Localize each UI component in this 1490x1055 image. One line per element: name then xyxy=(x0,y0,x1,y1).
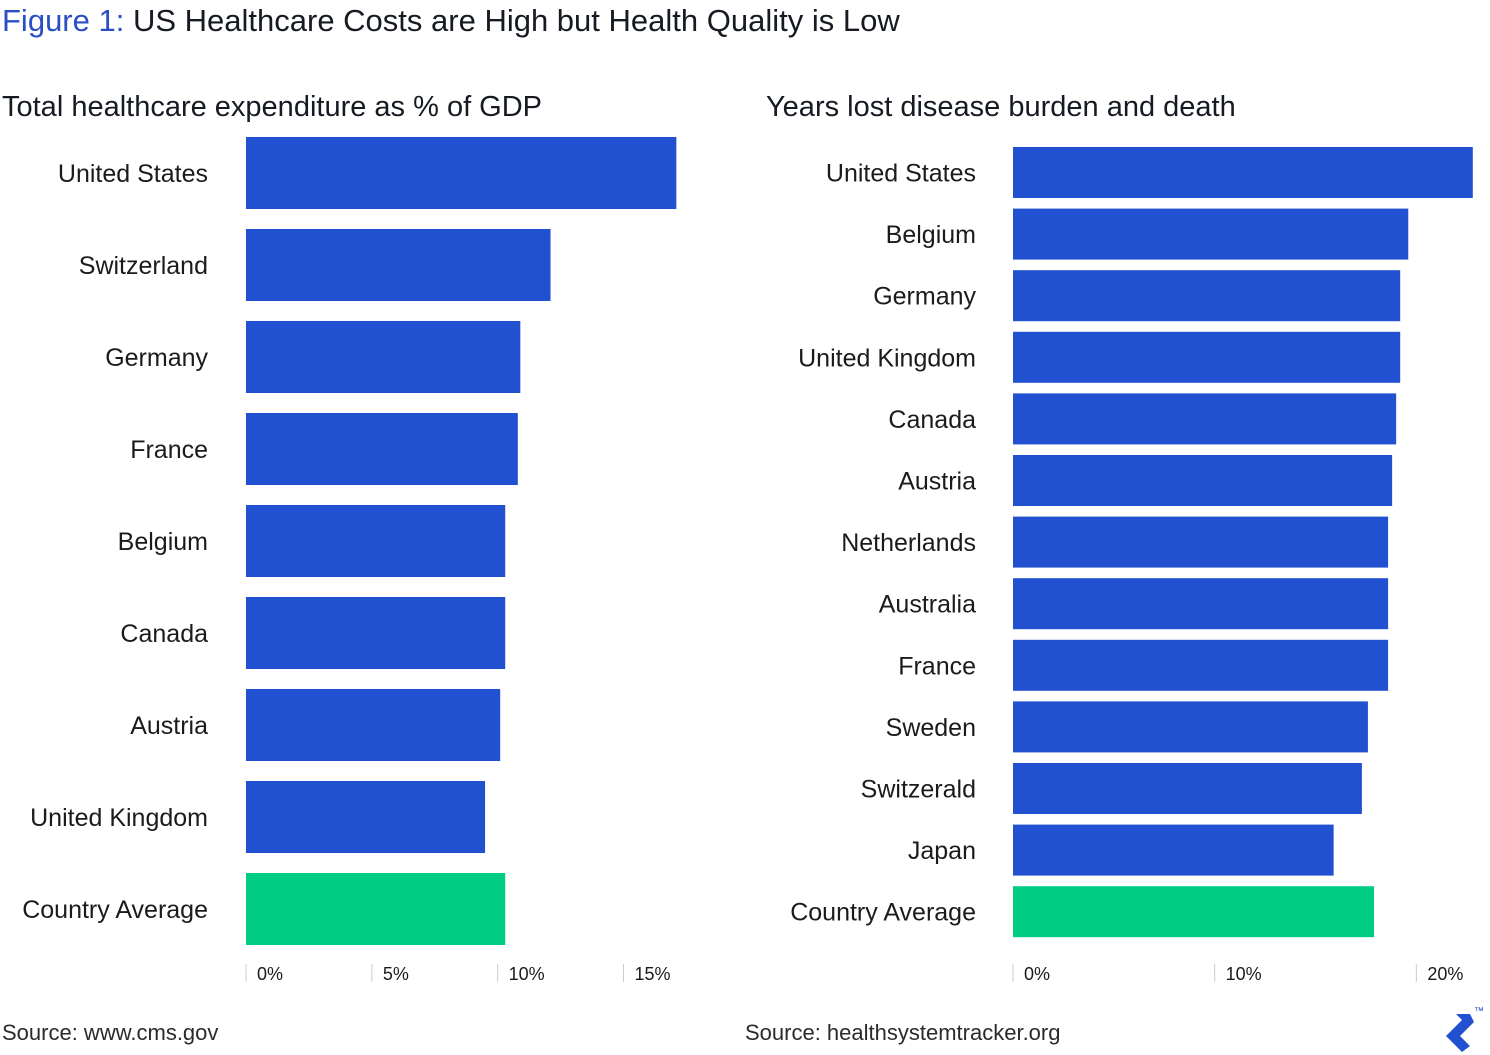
category-label-1-0: United States xyxy=(826,160,976,188)
category-label-0-0: United States xyxy=(58,160,208,188)
bar-0-5 xyxy=(246,597,506,669)
category-label-1-12: Country Average xyxy=(790,899,976,927)
tick-label-0-0: 0% xyxy=(257,964,283,984)
category-label-0-2: Germany xyxy=(105,344,208,372)
tick-label-0-2: 10% xyxy=(509,964,545,984)
bar-0-7 xyxy=(246,781,486,853)
tick-label-0-3: 15% xyxy=(635,964,671,984)
expenditure-bar-chart: United States Switzerland Germany France Bel… xyxy=(22,137,677,984)
category-label-0-4: Belgium xyxy=(118,528,208,556)
bar-1-12 xyxy=(1013,886,1374,938)
bar-1-5 xyxy=(1013,455,1393,506)
tick-label-1-0: 0% xyxy=(1024,964,1050,984)
bar-1-8 xyxy=(1013,639,1389,691)
category-label-1-1: Belgium xyxy=(886,221,976,249)
tick-label-1-2: 20% xyxy=(1427,964,1463,984)
category-label-1-3: United Kingdom xyxy=(798,344,976,372)
category-label-1-2: Germany xyxy=(873,283,976,311)
figure-label: Figure 1: xyxy=(2,3,125,38)
bar-0-1 xyxy=(246,229,551,301)
chart-title-years-lost: Years lost disease burden and death xyxy=(766,91,1236,123)
bar-1-10 xyxy=(1013,763,1362,814)
source-right: Source: healthsystemtracker.org xyxy=(745,1020,1061,1045)
years-lost-bar-chart: United States Belgium Germany United Kingdo… xyxy=(790,147,1473,984)
category-label-1-7: Australia xyxy=(879,591,976,619)
trademark-mark: ™ xyxy=(1474,1006,1484,1017)
bar-1-9 xyxy=(1013,701,1368,753)
bar-1-2 xyxy=(1013,270,1401,322)
bar-0-2 xyxy=(246,321,521,393)
bar-1-1 xyxy=(1013,208,1409,260)
bar-0-8 xyxy=(246,873,506,945)
bar-1-6 xyxy=(1013,516,1389,568)
category-label-0-6: Austria xyxy=(130,712,208,740)
tick-label-0-1: 5% xyxy=(383,964,409,984)
chart-title-expenditure: Total healthcare expenditure as % of GDP xyxy=(2,91,543,123)
category-label-1-4: Canada xyxy=(888,406,976,434)
category-label-0-1: Switzerland xyxy=(79,252,208,280)
bar-1-0 xyxy=(1013,147,1473,198)
category-label-0-8: Country Average xyxy=(22,896,208,924)
category-label-1-5: Austria xyxy=(898,468,976,496)
category-label-0-7: United Kingdom xyxy=(30,804,208,832)
bar-0-3 xyxy=(246,413,518,485)
source-left: Source: www.cms.gov xyxy=(2,1020,219,1045)
category-label-0-3: France xyxy=(130,436,208,464)
category-label-1-9: Sweden xyxy=(886,714,976,742)
tick-label-1-1: 10% xyxy=(1226,964,1262,984)
category-label-1-10: Switzerald xyxy=(861,776,976,804)
bar-1-11 xyxy=(1013,824,1334,876)
bar-0-0 xyxy=(246,137,677,209)
category-label-1-11: Japan xyxy=(908,837,976,865)
category-label-0-5: Canada xyxy=(120,620,208,648)
bar-1-7 xyxy=(1013,578,1389,630)
category-label-1-8: France xyxy=(898,652,976,680)
brand-logo-icon: ™ xyxy=(1440,1004,1486,1054)
bar-1-3 xyxy=(1013,331,1401,383)
figure-title-text: US Healthcare Costs are High but Health … xyxy=(132,3,900,38)
category-label-1-6: Netherlands xyxy=(841,529,976,557)
bar-1-4 xyxy=(1013,393,1397,445)
bar-0-6 xyxy=(246,689,501,761)
figure-title: Figure 1: US Healthcare Costs are High b… xyxy=(2,2,900,40)
bar-0-4 xyxy=(246,505,506,577)
